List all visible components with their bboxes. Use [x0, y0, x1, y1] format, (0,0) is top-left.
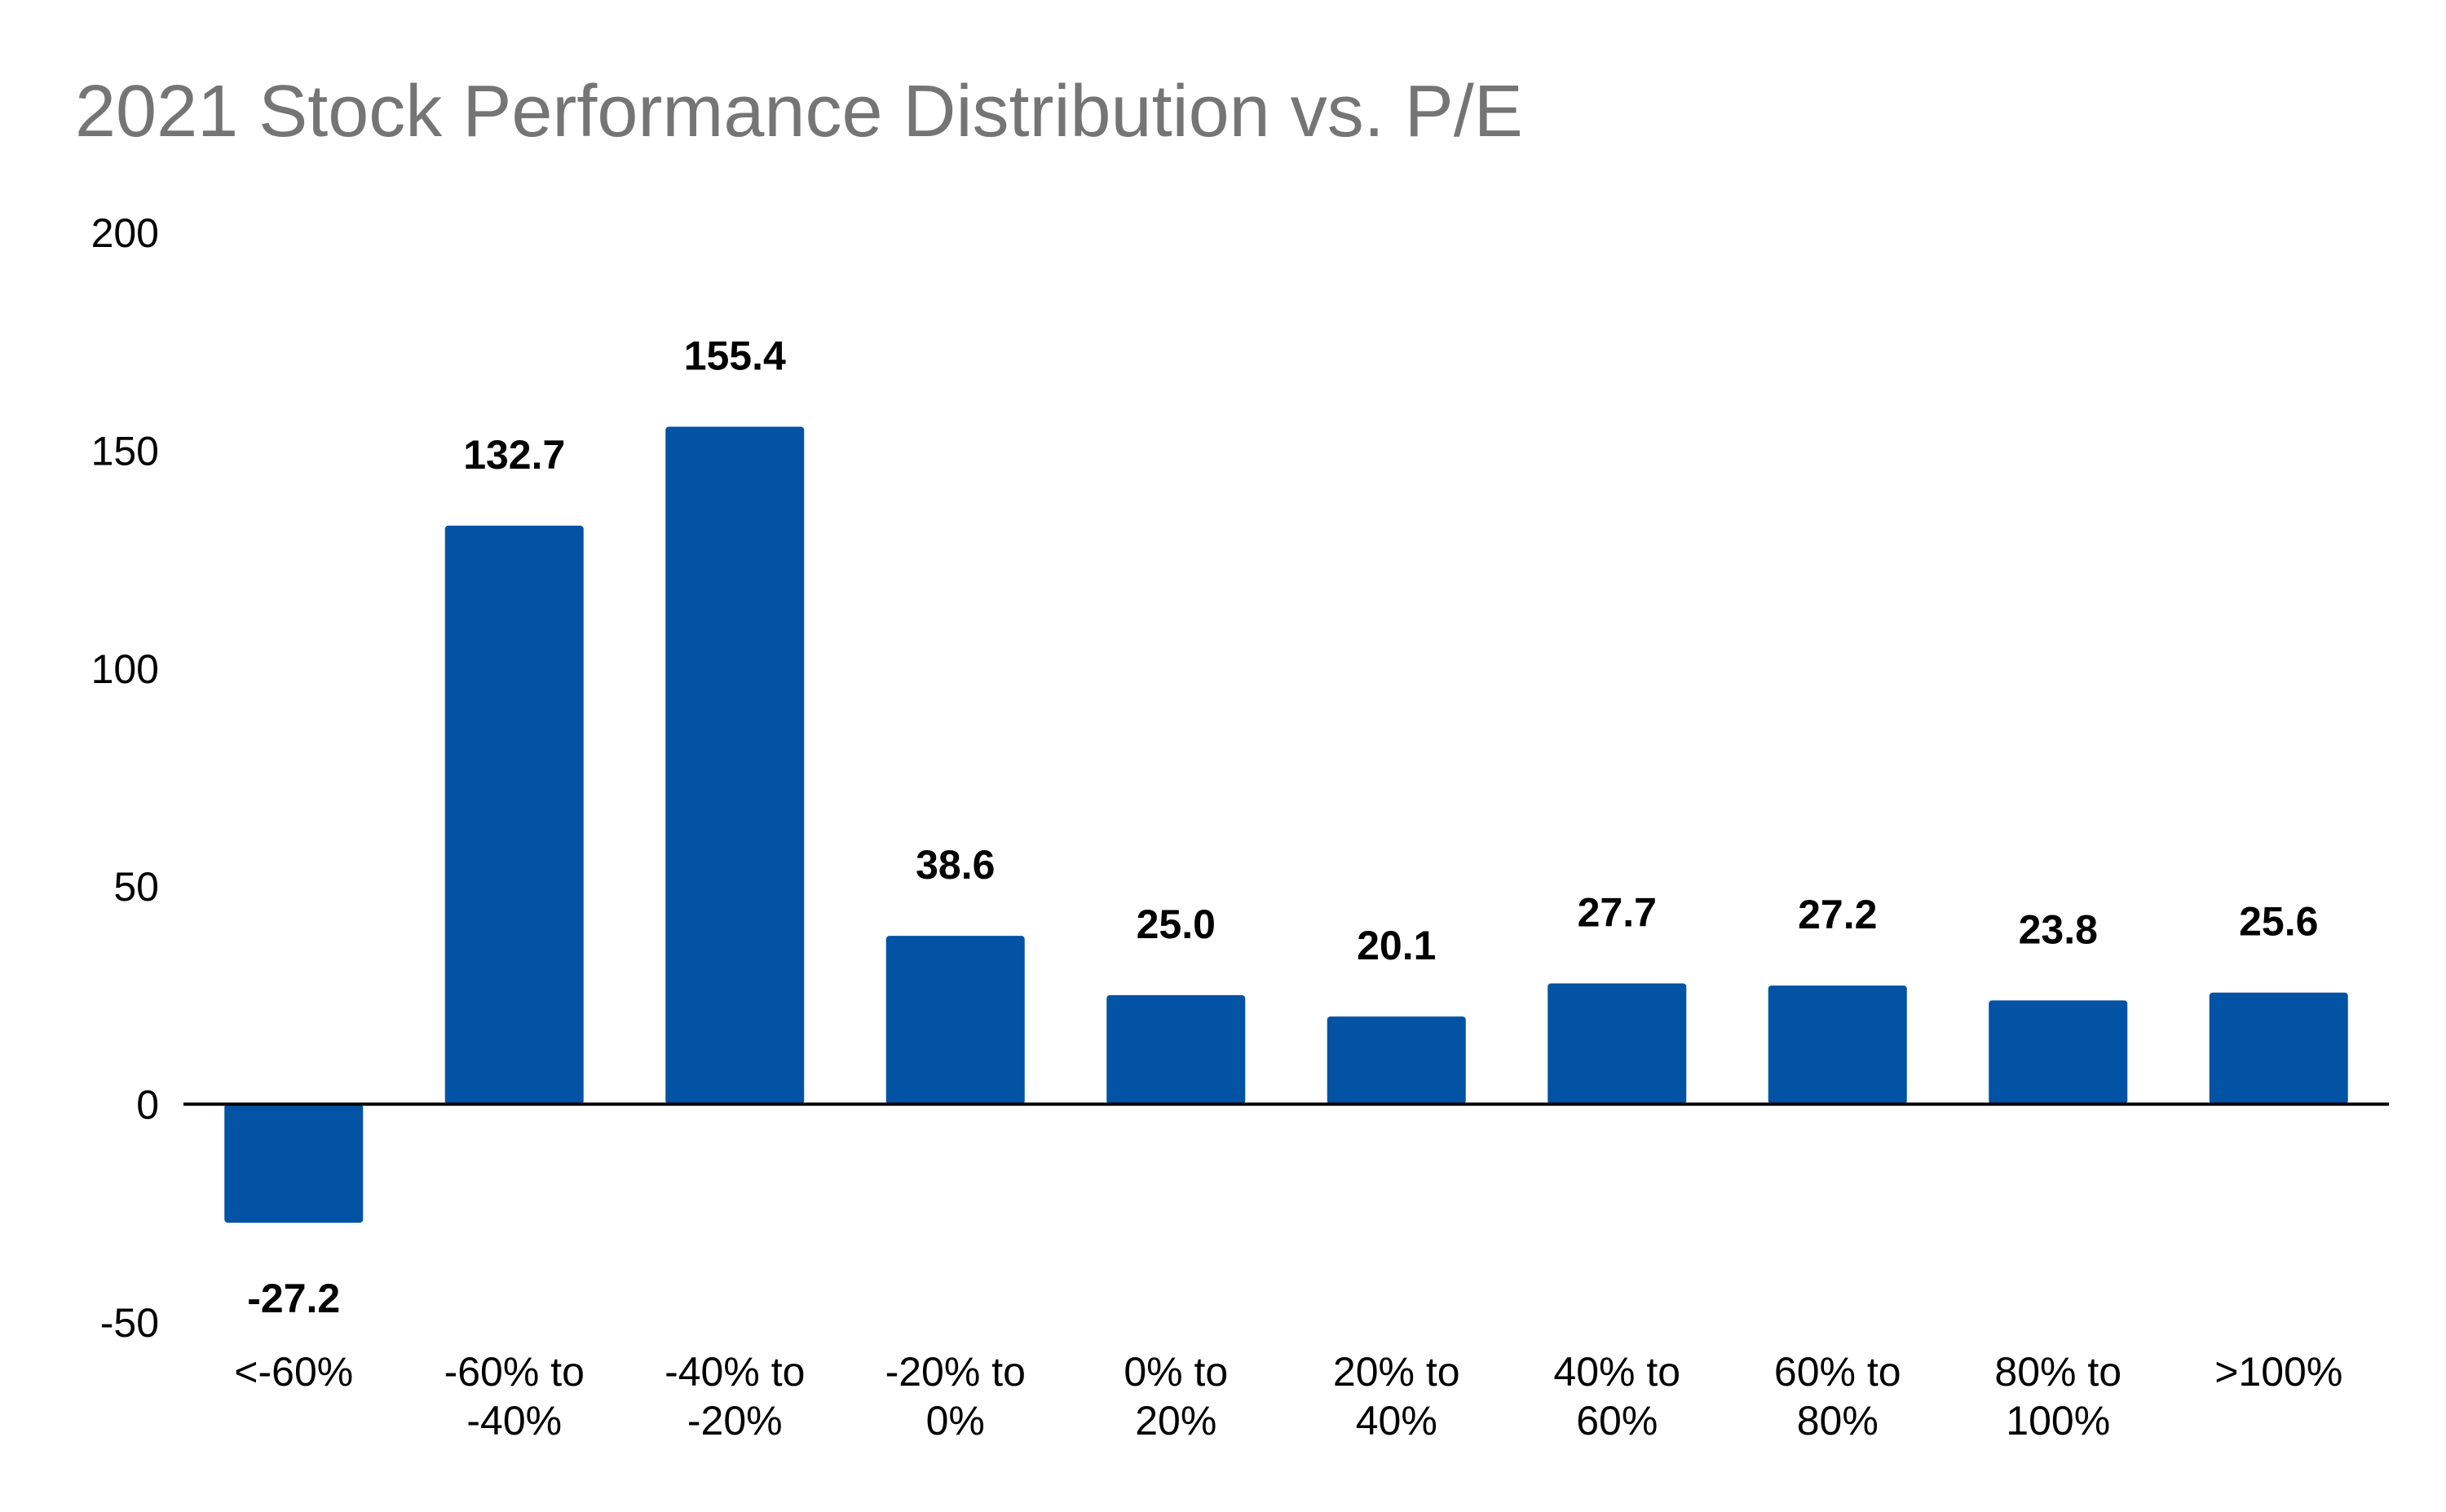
bar — [444, 525, 584, 1104]
x-tick-label: -40% to -20% — [664, 1349, 805, 1444]
bar — [1106, 994, 1246, 1104]
y-tick-label: 0 — [136, 1082, 159, 1128]
data-label: 25.6 — [2239, 899, 2318, 945]
x-axis-tick-labels: <-60% -60% to -40% -40% to -20% -20% to 0% 0% t… — [234, 1349, 2342, 1444]
bar — [1548, 983, 1687, 1104]
x-tick-label: -20% to 0% — [885, 1349, 1026, 1444]
bar — [885, 936, 1025, 1104]
bar — [1327, 1016, 1466, 1104]
y-tick-label: 150 — [91, 428, 159, 474]
x-tick-label: >100% — [2214, 1349, 2342, 1395]
bar — [2209, 992, 2348, 1104]
bar — [224, 1104, 364, 1223]
data-label: 23.8 — [2019, 906, 2098, 952]
data-label: 25.0 — [1137, 901, 1216, 947]
bars — [224, 426, 2348, 1223]
y-tick-label: 100 — [91, 646, 159, 692]
y-tick-label: -50 — [100, 1300, 159, 1346]
x-tick-label: 40% to 60% — [1553, 1349, 1680, 1444]
data-label: 27.2 — [1798, 892, 1877, 937]
data-labels: -27.2 132.7 155.4 38.6 25.0 20.1 27.7 27.2 23.8 2… — [247, 333, 2318, 1322]
data-label: 27.7 — [1578, 889, 1657, 935]
data-label: 155.4 — [684, 333, 786, 379]
x-tick-label: <-60% — [234, 1349, 353, 1395]
y-tick-label: 200 — [91, 210, 159, 256]
bar — [665, 426, 805, 1104]
x-tick-label: -60% to -40% — [444, 1349, 585, 1444]
data-label: -27.2 — [247, 1276, 340, 1321]
y-tick-label: 50 — [113, 864, 159, 910]
data-label: 38.6 — [916, 842, 995, 888]
x-tick-label: 20% to 40% — [1333, 1349, 1460, 1444]
chart-title: 2021 Stock Performance Distribution vs. … — [75, 71, 1523, 152]
x-tick-label: 80% to 100% — [1994, 1349, 2121, 1444]
data-label: 132.7 — [463, 432, 565, 478]
bar — [1989, 1000, 2128, 1104]
x-tick-label: 60% to 80% — [1774, 1349, 1901, 1444]
bar — [1768, 985, 1907, 1104]
data-label: 20.1 — [1357, 923, 1436, 968]
y-axis-tick-labels: -50 0 50 100 150 200 — [91, 210, 159, 1346]
x-tick-label: 0% to 20% — [1124, 1349, 1228, 1444]
